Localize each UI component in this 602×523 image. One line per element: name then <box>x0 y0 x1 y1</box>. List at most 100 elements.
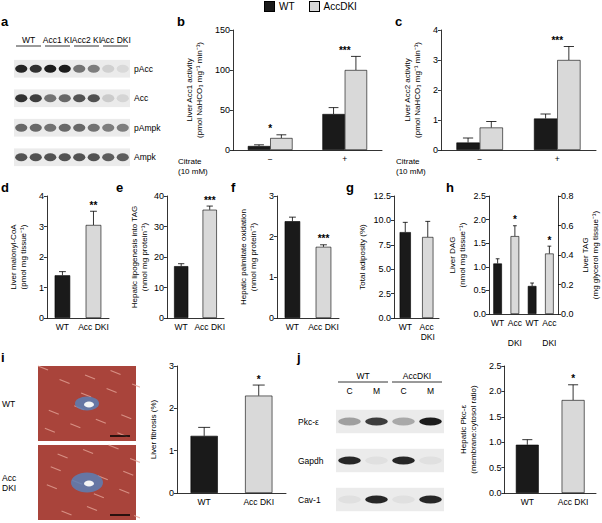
svg-text:C: C <box>400 386 406 396</box>
svg-text:1.0: 1.0 <box>473 262 486 272</box>
svg-text:Acc DKI: Acc DKI <box>243 497 274 507</box>
svg-text:*: * <box>547 235 551 246</box>
svg-text:*: * <box>513 214 517 225</box>
svg-text:2: 2 <box>269 232 274 242</box>
svg-text:Hepatic lipogenesis into TAG: Hepatic lipogenesis into TAG <box>130 206 139 308</box>
svg-text:Liver fibrosis (%): Liver fibrosis (%) <box>149 399 158 459</box>
svg-text:150: 150 <box>215 25 230 35</box>
svg-text:2.0: 2.0 <box>473 215 486 225</box>
svg-text:0.5: 0.5 <box>473 285 486 295</box>
svg-text:Acc DKI: Acc DKI <box>308 322 339 332</box>
svg-text:0: 0 <box>225 145 230 155</box>
svg-text:(nmol mg protein⁻¹): (nmol mg protein⁻¹) <box>140 222 149 291</box>
svg-text:(10 mM): (10 mM) <box>396 167 426 176</box>
svg-text:Acc: Acc <box>508 318 523 328</box>
svg-text:Acc DKI: Acc DKI <box>558 497 589 507</box>
svg-text:Acc: Acc <box>419 322 436 332</box>
svg-text:WT: WT <box>175 322 188 332</box>
svg-text:3: 3 <box>433 55 438 65</box>
svg-text:DKI: DKI <box>542 338 556 348</box>
svg-text:Gapdh: Gapdh <box>298 456 324 466</box>
svg-text:AccDKI: AccDKI <box>403 371 431 381</box>
svg-text:DKI: DKI <box>2 483 16 493</box>
svg-text:Hepatic Pkc-ε: Hepatic Pkc-ε <box>459 405 468 454</box>
svg-text:C: C <box>346 386 352 396</box>
svg-text:4: 4 <box>433 25 438 35</box>
svg-text:1: 1 <box>269 272 274 282</box>
svg-text:0.6: 0.6 <box>561 221 574 231</box>
svg-text:Liver Acc1 activity: Liver Acc1 activity <box>185 58 194 122</box>
svg-text:30: 30 <box>154 222 164 232</box>
svg-text:+: + <box>555 154 560 164</box>
svg-text:DKI: DKI <box>508 338 522 348</box>
svg-text:4: 4 <box>39 191 44 201</box>
svg-text:WT: WT <box>491 318 504 328</box>
svg-text:0.2: 0.2 <box>561 280 574 290</box>
svg-text:Liver malonyl-CoA: Liver malonyl-CoA <box>9 224 18 290</box>
svg-text:DKI: DKI <box>421 332 435 342</box>
svg-text:Citrate: Citrate <box>396 157 420 166</box>
svg-text:Liver DAG: Liver DAG <box>448 237 457 274</box>
svg-text:1: 1 <box>433 115 438 125</box>
svg-text:WT: WT <box>22 35 35 45</box>
svg-text:1: 1 <box>169 446 174 456</box>
svg-text:*: * <box>257 374 261 385</box>
svg-text:Acc: Acc <box>134 93 149 103</box>
svg-text:0.4: 0.4 <box>561 250 574 260</box>
svg-text:0.0: 0.0 <box>378 313 391 323</box>
svg-text:Acc2 KI: Acc2 KI <box>72 35 101 45</box>
svg-text:Acc: Acc <box>2 473 17 483</box>
svg-text:(mg glycerol mg tissue⁻¹): (mg glycerol mg tissue⁻¹) <box>591 210 600 299</box>
svg-text:Acc DKI: Acc DKI <box>100 35 131 45</box>
svg-text:(pmol mg tissue⁻¹): (pmol mg tissue⁻¹) <box>19 224 28 289</box>
svg-text:0: 0 <box>39 313 44 323</box>
svg-text:WT: WT <box>526 318 539 328</box>
svg-text:**: ** <box>90 200 98 211</box>
svg-text:50: 50 <box>220 105 230 115</box>
svg-text:Pkc-ε: Pkc-ε <box>298 417 319 427</box>
svg-text:2.5: 2.5 <box>378 289 391 299</box>
svg-text:12.5: 12.5 <box>373 191 391 201</box>
svg-text:***: *** <box>339 45 351 56</box>
svg-text:0: 0 <box>169 488 174 498</box>
svg-text:7.5: 7.5 <box>378 240 391 250</box>
svg-text:1.5: 1.5 <box>473 238 486 248</box>
svg-text:Total adiposity (%): Total adiposity (%) <box>358 224 367 290</box>
svg-text:***: *** <box>318 233 330 244</box>
svg-text:5.0: 5.0 <box>378 264 391 274</box>
svg-text:Acc1 KI: Acc1 KI <box>43 35 72 45</box>
svg-text:Liver TAG: Liver TAG <box>581 237 590 272</box>
svg-text:40: 40 <box>154 191 164 201</box>
svg-text:1.5: 1.5 <box>489 412 502 422</box>
svg-text:2.5: 2.5 <box>489 361 502 371</box>
svg-text:10.0: 10.0 <box>373 215 391 225</box>
svg-text:0.0: 0.0 <box>489 488 502 498</box>
svg-text:WT: WT <box>2 399 15 409</box>
svg-text:(pmol NaHCO₃ mg⁻¹ min⁻¹): (pmol NaHCO₃ mg⁻¹ min⁻¹) <box>413 42 422 138</box>
svg-text:pAmpk: pAmpk <box>134 123 161 133</box>
svg-text:Hepatic palmitate oxidation: Hepatic palmitate oxidation <box>239 209 248 305</box>
svg-text:2.5: 2.5 <box>473 191 486 201</box>
svg-text:WT: WT <box>356 371 369 381</box>
svg-text:2.0: 2.0 <box>489 386 502 396</box>
svg-text:100: 100 <box>215 65 230 75</box>
svg-text:pAcc: pAcc <box>134 64 154 74</box>
svg-text:0.8: 0.8 <box>561 191 574 201</box>
svg-text:2: 2 <box>433 85 438 95</box>
svg-text:3: 3 <box>169 361 174 371</box>
svg-text:0: 0 <box>159 313 164 323</box>
svg-text:Ampk: Ampk <box>134 152 156 162</box>
svg-text:3: 3 <box>269 191 274 201</box>
svg-text:1: 1 <box>39 283 44 293</box>
svg-text:0: 0 <box>433 145 438 155</box>
svg-text:1.0: 1.0 <box>489 437 502 447</box>
svg-text:M: M <box>427 386 434 396</box>
svg-text:*: * <box>571 373 575 384</box>
svg-text:Acc DKI: Acc DKI <box>194 322 225 332</box>
svg-text:Citrate: Citrate <box>178 157 202 166</box>
svg-text:***: *** <box>551 35 563 46</box>
svg-text:20: 20 <box>154 252 164 262</box>
svg-text:***: *** <box>204 195 216 206</box>
svg-text:Liver Acc2 activity: Liver Acc2 activity <box>403 58 412 122</box>
svg-text:10: 10 <box>154 283 164 293</box>
